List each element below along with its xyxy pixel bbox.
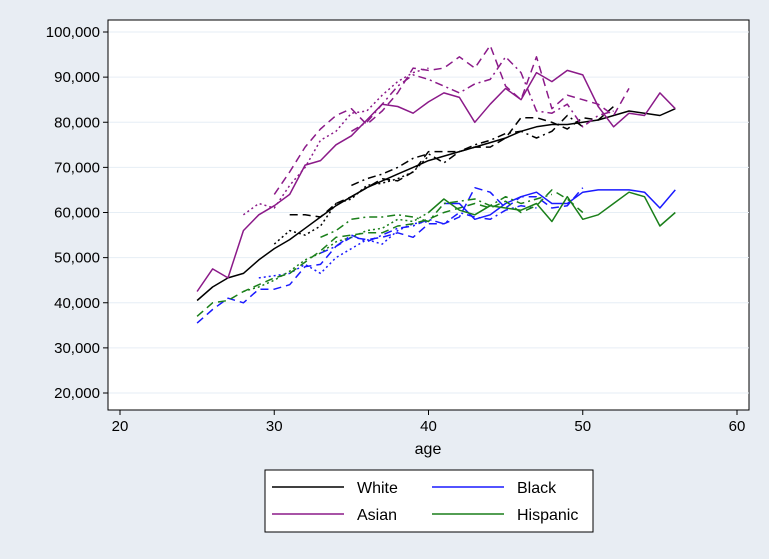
y-tick-label: 50,000 [54,250,100,267]
x-axis-ticks: 20 30 40 50 60 [112,410,746,435]
series-line-white-dashdot [351,114,584,187]
series-line-hispanic-solid [428,191,676,227]
legend-label-hispanic: Hispanic [517,507,578,524]
series-line-black-solid [443,189,676,221]
x-tick-label: 30 [266,418,283,435]
y-tick-label: 20,000 [54,385,100,402]
legend-label-white: White [357,480,398,497]
series-line-black-dash [196,186,584,324]
y-tick-label: 40,000 [54,295,100,312]
series-line-asian-dot [242,67,429,216]
x-tick-label: 60 [729,418,746,435]
series-line-white-dot [273,155,430,245]
series-line-hispanic-dashdot [320,193,553,238]
plot-area [107,19,750,411]
series-line-hispanic-dot [243,211,429,293]
legend-label-black: Black [517,480,557,497]
y-tick-label: 30,000 [54,340,100,357]
legend: White Black Asian Hispanic [264,469,594,533]
y-axis-ticks: 20,000 30,000 40,000 50,000 60,000 70,000 80,0… [46,24,108,402]
legend-box [264,469,594,533]
y-tick-label: 70,000 [54,159,100,176]
x-tick-label: 50 [574,418,591,435]
x-tick-label: 20 [112,418,129,435]
y-tick-label: 80,000 [54,114,100,131]
x-tick-label: 40 [420,418,437,435]
series-line-asian-dash [273,44,630,195]
y-tick-label: 60,000 [54,205,100,222]
legend-label-asian: Asian [357,507,397,524]
series-line-asian-dashdot [351,56,614,132]
y-tick-label: 100,000 [46,24,100,41]
series-layer [196,44,676,324]
series-line-black-dashdot [320,204,537,254]
x-axis-title: age [415,441,442,458]
series-line-white-dash [289,105,615,218]
series-line-hispanic-dash [196,189,584,317]
y-tick-label: 90,000 [54,69,100,86]
